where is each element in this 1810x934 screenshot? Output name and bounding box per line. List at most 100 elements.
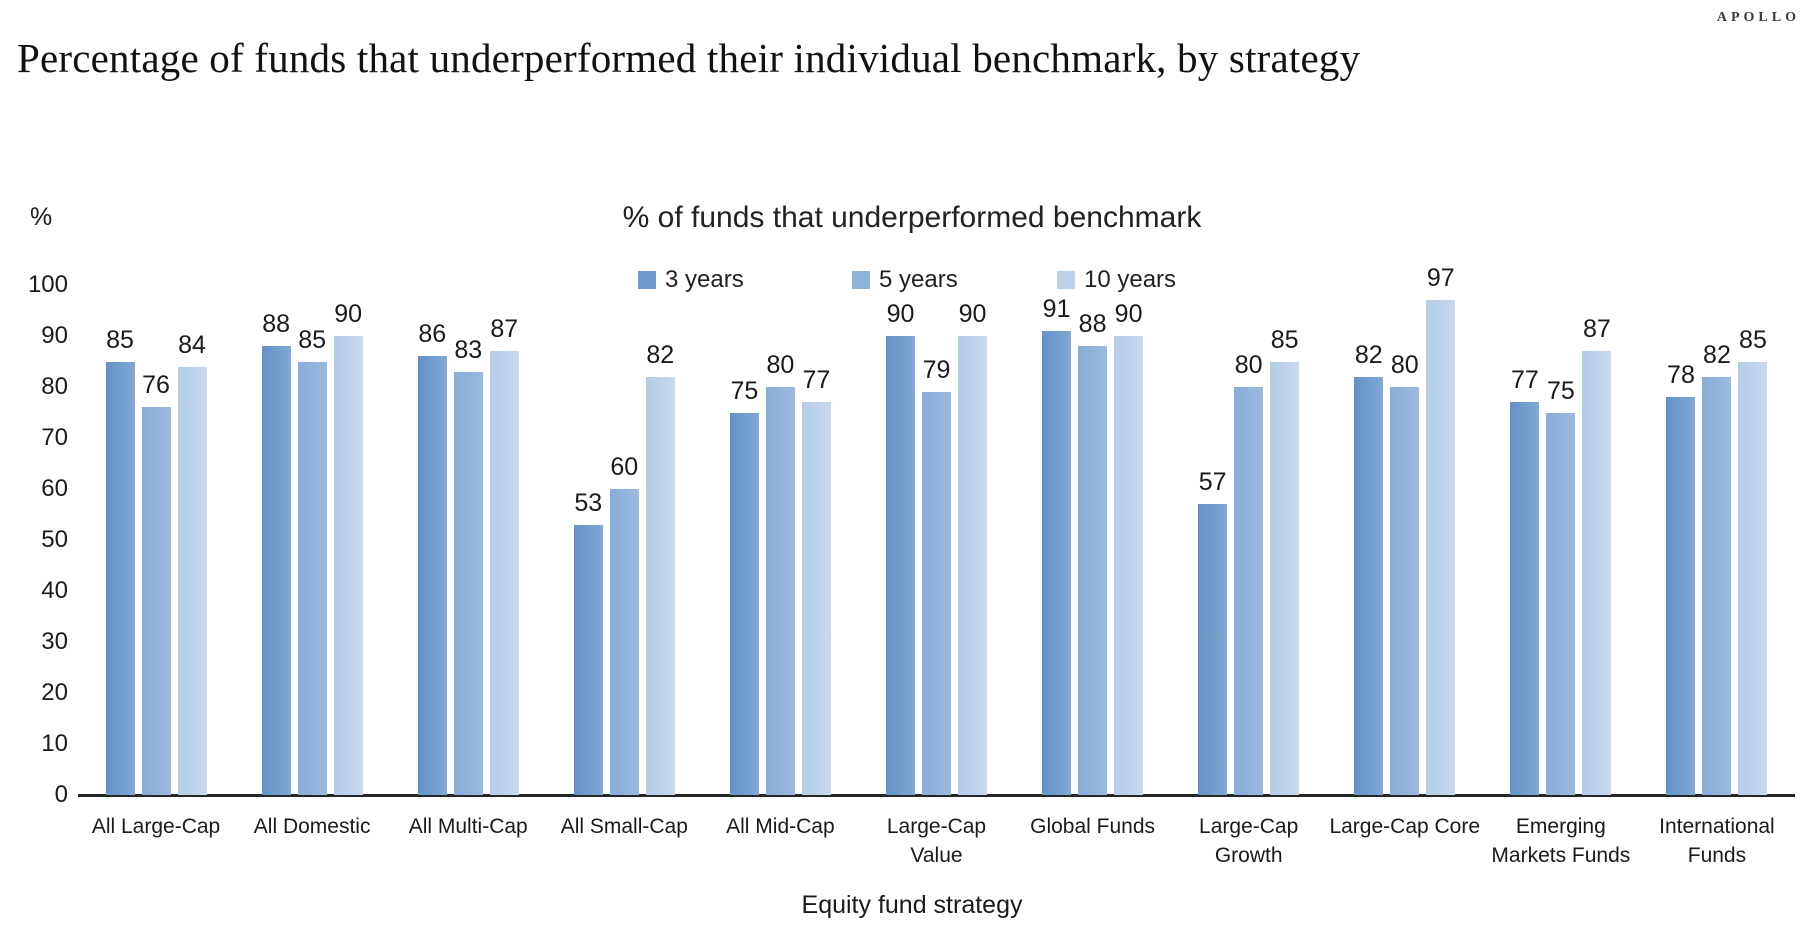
bar-5-years — [1078, 346, 1108, 795]
bar-value-label: 60 — [610, 453, 639, 481]
x-category-label: All Mid-Cap — [726, 815, 835, 838]
bar-value-label: 57 — [1198, 468, 1227, 497]
bar-value-label: 84 — [178, 330, 206, 359]
x-axis-title: Equity fund strategy — [801, 891, 1023, 919]
y-tick-label: 30 — [41, 628, 68, 655]
bar-3-years — [1354, 376, 1384, 795]
bar-value-label: 77 — [802, 366, 831, 395]
bar-5-years — [1546, 412, 1576, 795]
y-tick-label: 50 — [41, 526, 68, 553]
y-tick-label: 80 — [41, 373, 68, 400]
legend-item-3-years: 3 years — [638, 266, 744, 293]
bar-value-label: 85 — [106, 325, 134, 354]
bar-value-label: 85 — [298, 325, 327, 354]
y-tick-label: 100 — [27, 271, 68, 298]
page-title: Percentage of funds that underperformed … — [17, 35, 1361, 81]
bar-10-years — [489, 351, 519, 795]
bar-value-label: 78 — [1667, 361, 1695, 390]
x-category-label: All Small-Cap — [560, 815, 688, 838]
bar-3-years — [573, 524, 603, 795]
bar-value-label: 80 — [1390, 351, 1419, 379]
bar-10-years — [177, 366, 207, 795]
bar-10-years — [958, 336, 987, 795]
chart-title: % of funds that underperformed benchmark — [622, 201, 1202, 234]
bar-value-label: 85 — [1739, 325, 1767, 354]
bar-10-years — [801, 402, 831, 795]
y-tick-label: 20 — [41, 679, 68, 706]
bar-10-years — [1426, 300, 1456, 795]
bar-3-years — [1510, 402, 1540, 795]
bar-value-label: 85 — [1270, 325, 1299, 354]
x-category-label: Emerging Markets Funds — [1491, 815, 1631, 867]
y-axis-unit-label: % — [30, 203, 53, 231]
y-tick-label: 70 — [41, 424, 68, 451]
bar-10-years — [333, 336, 363, 795]
x-axis-line — [78, 794, 1795, 797]
bar-value-label: 82 — [646, 340, 675, 369]
x-category-label: All Domestic — [253, 815, 371, 838]
bar-value-label: 86 — [418, 320, 447, 349]
bar-value-label: 91 — [1042, 294, 1071, 323]
legend-swatch-icon — [852, 271, 870, 289]
bar-value-label: 82 — [1703, 340, 1731, 369]
bar-10-years — [1270, 361, 1300, 795]
bar-3-years — [729, 412, 759, 795]
bar-5-years — [453, 371, 483, 795]
bar-value-label: 80 — [1234, 351, 1263, 379]
bar-value-label: 87 — [490, 315, 519, 344]
x-category-label: All Multi-Cap — [408, 815, 528, 838]
bar-5-years — [1702, 376, 1732, 795]
bar-5-years — [1390, 387, 1420, 795]
bar-value-label: 83 — [454, 335, 483, 364]
bar-5-years — [141, 407, 171, 795]
legend-label: 5 years — [879, 266, 958, 293]
bar-value-label: 88 — [262, 310, 291, 339]
bar-value-label: 87 — [1582, 315, 1611, 344]
bar-10-years — [1114, 336, 1144, 795]
x-category-label: Large-Cap Growth — [1199, 815, 1299, 867]
legend-label: 10 years — [1084, 266, 1177, 293]
bar-5-years — [297, 361, 327, 795]
bar-value-label: 82 — [1354, 340, 1383, 369]
bar-value-label: 88 — [1078, 310, 1107, 339]
bar-value-label: 79 — [922, 356, 951, 385]
y-tick-label: 90 — [41, 322, 68, 349]
bar-value-label: 75 — [1546, 376, 1575, 405]
x-category-label: Global Funds — [1030, 815, 1156, 838]
apollo-logo: APOLLO — [1716, 10, 1800, 25]
bar-value-label: 77 — [1510, 366, 1539, 395]
bar-3-years — [105, 361, 135, 795]
bar-3-years — [1666, 397, 1696, 795]
bar-value-label: 90 — [886, 300, 915, 328]
x-category-label: Large-Cap Value — [886, 815, 987, 867]
legend-swatch-icon — [1057, 271, 1075, 289]
bar-5-years — [609, 489, 639, 795]
bar-3-years — [1042, 330, 1072, 795]
bar-10-years — [645, 376, 675, 795]
bar-5-years — [922, 392, 951, 795]
bar-10-years — [1582, 351, 1612, 795]
x-category-label: International Funds — [1659, 815, 1775, 867]
legend-item-5-years: 5 years — [852, 266, 958, 293]
bar-value-label: 90 — [334, 300, 363, 328]
bar-3-years — [1198, 504, 1228, 795]
bar-value-label: 76 — [142, 371, 170, 400]
legend-swatch-icon — [638, 271, 656, 289]
bar-3-years — [886, 336, 915, 795]
x-category-label: All Large-Cap — [91, 815, 221, 838]
bar-5-years — [765, 387, 795, 795]
bar-5-years — [1234, 387, 1264, 795]
y-tick-label: 60 — [41, 475, 68, 502]
y-tick-label: 10 — [41, 730, 68, 757]
bar-10-years — [1738, 361, 1768, 795]
legend-label: 3 years — [665, 266, 744, 293]
bar-value-label: 75 — [730, 376, 759, 405]
bar-value-label: 53 — [574, 488, 603, 517]
bar-3-years — [417, 356, 447, 795]
x-category-label: Large-Cap Core — [1329, 815, 1481, 838]
bar-value-label: 97 — [1426, 264, 1455, 293]
bar-value-label: 80 — [766, 351, 795, 379]
legend-item-10-years: 10 years — [1057, 266, 1177, 293]
bar-value-label: 90 — [1114, 300, 1143, 328]
